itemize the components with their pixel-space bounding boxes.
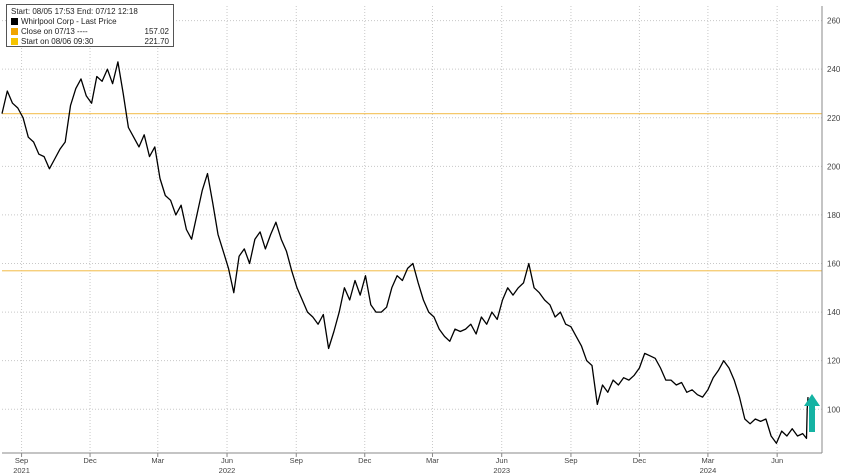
legend-value: 157.02 xyxy=(144,27,169,36)
x-tick-label: Mar xyxy=(701,456,714,465)
x-tick-label: Mar xyxy=(426,456,439,465)
grid-layer xyxy=(2,6,822,453)
legend-swatch xyxy=(11,28,18,35)
x-tick-label: Sep xyxy=(564,456,577,465)
x-tick-label: Jun xyxy=(771,456,783,465)
legend: Start: 08/05 17:53 End: 07/12 12:18 Whir… xyxy=(6,4,174,47)
legend-value: 221.70 xyxy=(144,37,169,46)
y-tick-label: 160 xyxy=(827,260,841,269)
x-tick-label: Jun xyxy=(221,456,233,465)
price-series-line xyxy=(1,61,809,444)
reference-lines xyxy=(2,113,822,272)
y-tick-label: 120 xyxy=(827,357,841,366)
y-tick-label: 100 xyxy=(827,405,841,414)
legend-item-price: Whirlpool Corp - Last Price xyxy=(11,17,169,27)
legend-item-close: Close on 07/13 ---- 157.02 xyxy=(11,27,169,37)
x-tick-label: Jun xyxy=(496,456,508,465)
legend-swatch xyxy=(11,18,18,25)
x-tick-label: Mar xyxy=(151,456,164,465)
y-tick-label: 200 xyxy=(827,162,841,171)
legend-item-start: Start on 08/06 09:30 221.70 xyxy=(11,37,169,47)
legend-range-text: Start: 08/05 17:53 End: 07/12 12:18 xyxy=(11,7,138,16)
x-tick-label: Dec xyxy=(83,456,97,465)
legend-label: Close on 07/13 ---- xyxy=(21,27,88,36)
x-year-label: 2022 xyxy=(219,466,236,475)
legend-label: Whirlpool Corp - Last Price xyxy=(21,17,117,26)
x-year-label: 2021 xyxy=(13,466,30,475)
y-tick-label: 240 xyxy=(827,65,841,74)
x-tick-label: Sep xyxy=(15,456,28,465)
y-tick-label: 180 xyxy=(827,211,841,220)
series-layer xyxy=(1,61,809,444)
x-year-label: 2023 xyxy=(493,466,510,475)
y-tick-label: 140 xyxy=(827,308,841,317)
x-tick-label: Dec xyxy=(633,456,647,465)
y-axis: 100 120 140 160 180 200 220 240 260 xyxy=(821,6,841,453)
x-year-label: 2024 xyxy=(700,466,717,475)
y-tick-label: 260 xyxy=(827,17,841,26)
x-tick-label: Dec xyxy=(358,456,372,465)
legend-swatch xyxy=(11,38,18,45)
x-tick-label: Sep xyxy=(290,456,303,465)
up-arrow-icon xyxy=(804,394,820,432)
legend-label: Start on 08/06 09:30 xyxy=(21,37,94,46)
y-tick-label: 220 xyxy=(827,114,841,123)
